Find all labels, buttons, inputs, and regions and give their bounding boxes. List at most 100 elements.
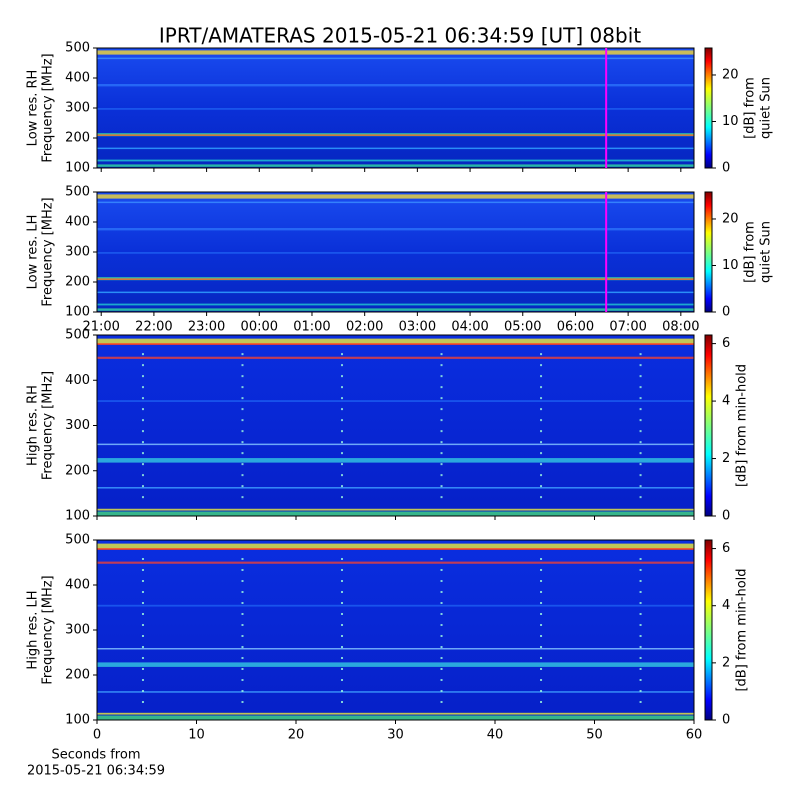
spectrogram-band <box>97 356 694 359</box>
colorbar-tick-label: 20 <box>722 67 739 82</box>
colorbar-label: [dB] from <box>743 77 758 139</box>
y-axis-label: Low res. LH <box>26 215 41 290</box>
y-axis-label: Frequency [MHz] <box>41 197 56 306</box>
x-axis-label: Seconds from <box>51 748 140 763</box>
colorbar-tick-label: 0 <box>722 713 730 728</box>
x-tick-label: 0 <box>93 728 101 743</box>
colorbar-label: [dB] from min-hold <box>735 364 750 487</box>
colorbar <box>704 47 713 169</box>
x-tick-label: 21:00 <box>82 320 119 335</box>
spectrogram-band <box>97 400 694 402</box>
x-tick-label: 22:00 <box>135 320 172 335</box>
x-tick-label: 60 <box>686 728 703 743</box>
colorbar-tick-label: 0 <box>722 161 730 176</box>
y-tick-label: 200 <box>65 463 90 478</box>
colorbar-label: quiet Sun <box>759 221 774 283</box>
x-tick-label: 00:00 <box>241 320 278 335</box>
colorbar-tick-label: 20 <box>722 211 739 226</box>
spectrogram-band <box>97 487 694 489</box>
colorbar-label: [dB] from <box>743 221 758 283</box>
colorbar-label: [dB] from min-hold <box>735 568 750 691</box>
y-axis-label: Frequency [MHz] <box>41 371 56 480</box>
spectrogram-band <box>97 648 694 650</box>
spectrogram-band <box>97 252 694 254</box>
spectrogram-band <box>97 343 694 345</box>
y-axis-label: High res. LH <box>26 590 41 669</box>
y-tick-label: 100 <box>65 713 90 728</box>
spectrogram-band <box>97 147 694 150</box>
y-axis-label: High res. RH <box>26 385 41 466</box>
colorbar-tick-label: 6 <box>722 336 730 351</box>
x-tick-label: 50 <box>586 728 603 743</box>
colorbar-label: quiet Sun <box>759 77 774 139</box>
y-axis-label: Low res. RH <box>26 70 41 147</box>
colorbar-tick-label: 2 <box>722 655 730 670</box>
spectrogram-band <box>97 50 694 55</box>
spectrogram-band <box>97 543 694 549</box>
spectrogram-band <box>97 159 694 162</box>
x-tick-label: 03:00 <box>399 320 436 335</box>
spectrogram-band <box>97 308 694 311</box>
y-tick-label: 500 <box>65 328 90 343</box>
spectrogram-band <box>97 715 694 720</box>
x-tick-label: 20 <box>288 728 305 743</box>
y-tick-label: 400 <box>65 215 90 230</box>
colorbar-tick-label: 0 <box>722 305 730 320</box>
y-tick-label: 300 <box>65 245 90 260</box>
chart-title: IPRT/AMATERAS 2015-05-21 06:34:59 [UT] 0… <box>159 24 641 48</box>
spectrogram-band <box>97 291 694 294</box>
spectrogram <box>97 540 694 720</box>
y-tick-label: 400 <box>65 71 90 86</box>
spectrogram-band <box>97 508 694 511</box>
y-tick-label: 400 <box>65 373 90 388</box>
y-tick-label: 100 <box>65 509 90 524</box>
x-tick-label: 07:00 <box>609 320 646 335</box>
y-tick-label: 100 <box>65 305 90 320</box>
spectrogram-band <box>97 303 694 306</box>
colorbar <box>704 334 713 517</box>
spectrogram-band <box>97 57 694 60</box>
x-tick-label: 05:00 <box>504 320 541 335</box>
spectrogram <box>97 335 694 516</box>
x-tick-label: 06:00 <box>557 320 594 335</box>
spectrogram-band <box>97 201 694 204</box>
spectrogram-band <box>97 548 694 550</box>
x-tick-label: 40 <box>487 728 504 743</box>
x-tick-label: 04:00 <box>451 320 488 335</box>
colorbar-tick-label: 4 <box>722 394 730 409</box>
spectrogram-band <box>97 108 694 110</box>
y-tick-label: 300 <box>65 418 90 433</box>
y-tick-label: 200 <box>65 131 90 146</box>
x-tick-label: 23:00 <box>188 320 225 335</box>
x-axis-label: 2015-05-21 06:34:59 <box>27 764 165 779</box>
spectrogram-band <box>97 604 694 607</box>
colorbar-tick-label: 10 <box>722 114 739 129</box>
y-axis-label: Frequency [MHz] <box>41 53 56 162</box>
y-axis-label: Frequency [MHz] <box>41 575 56 684</box>
colorbar-tick-label: 2 <box>722 451 730 466</box>
spectrogram-band <box>97 134 694 136</box>
spectrogram-band <box>97 443 694 446</box>
colorbar-tick-label: 10 <box>722 258 739 273</box>
colorbar-tick-label: 4 <box>722 598 730 613</box>
y-tick-label: 400 <box>65 578 90 593</box>
x-tick-label: 01:00 <box>293 320 330 335</box>
x-tick-label: 08:00 <box>662 320 699 335</box>
y-tick-label: 200 <box>65 668 90 683</box>
spectrogram-band <box>97 691 694 693</box>
spectrogram-band <box>97 164 694 167</box>
spectrogram-band <box>97 338 694 345</box>
colorbar <box>704 539 713 721</box>
colorbar-tick-label: 6 <box>722 541 730 556</box>
y-tick-label: 300 <box>65 623 90 638</box>
spectrogram-band <box>97 561 694 564</box>
spectrogram-band <box>97 662 694 667</box>
colorbar-tick-label: 0 <box>722 509 730 524</box>
spectrogram-band <box>97 511 694 516</box>
spectrogram-band <box>97 228 694 231</box>
x-tick-label: 30 <box>387 728 404 743</box>
y-tick-label: 200 <box>65 275 90 290</box>
colorbar <box>704 191 713 313</box>
y-tick-label: 500 <box>65 533 90 548</box>
